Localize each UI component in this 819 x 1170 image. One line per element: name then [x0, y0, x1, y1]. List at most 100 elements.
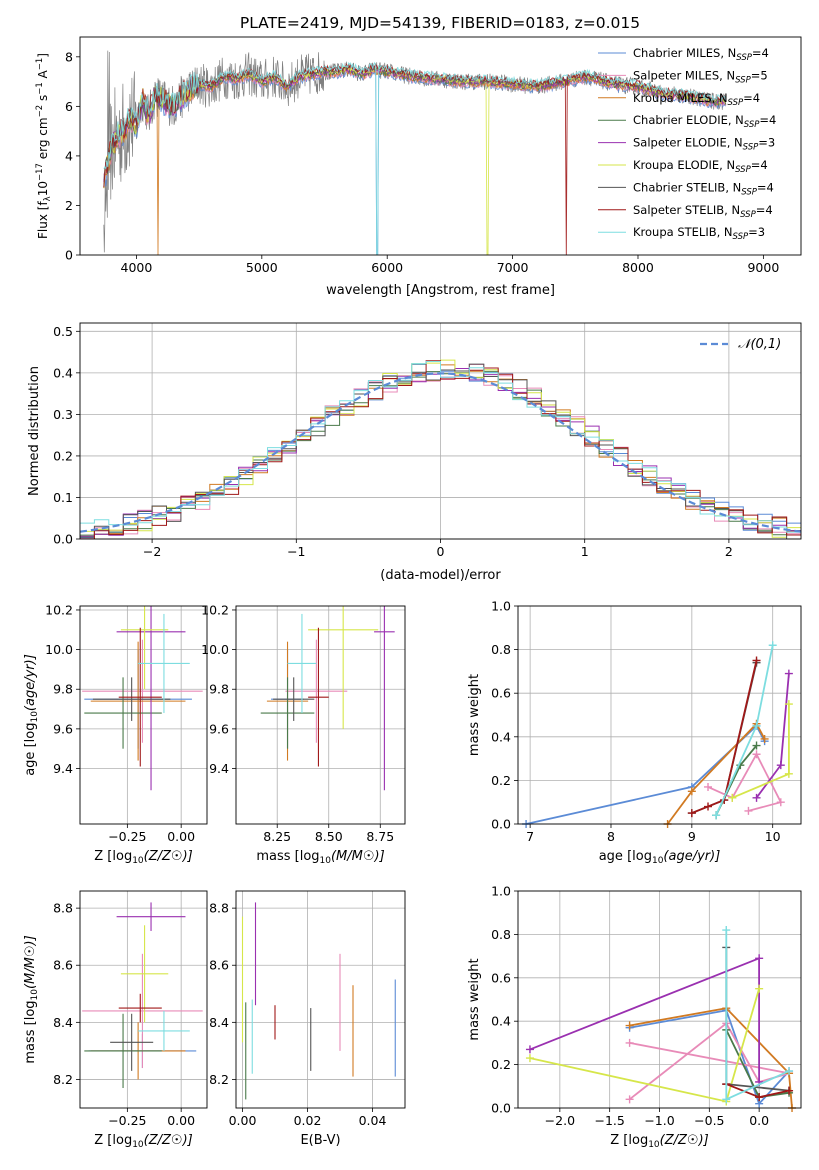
x-tick-label: 0.00 [167, 1113, 195, 1128]
y-tick-label: 10.2 [45, 602, 73, 617]
legend-label-chab_elodie: Chabrier ELODIE, NSSP=4 [633, 113, 776, 130]
x-axis-label: Z [log10(Z/Z☉)] [94, 1133, 192, 1150]
age_vs_mass-errorbars [260, 606, 395, 791]
weight-marker-salp_miles [744, 806, 753, 815]
weight-marker-krou_elodie [784, 700, 793, 709]
x-tick-label: 5000 [246, 260, 278, 275]
x-tick-label: 1 [581, 544, 589, 559]
y-tick-label: 0.4 [491, 729, 511, 744]
legend-label-salp_elodie: Salpeter ELODIE, NSSP=3 [633, 136, 775, 153]
y-axis-label: Flux [fλ10−17 erg cm−2 s−1 A−1] [35, 53, 53, 239]
weight-marker-krou_miles [625, 1021, 634, 1030]
x-tick-label: 8.25 [263, 829, 291, 844]
model-line-salp_stelib [103, 62, 727, 255]
y-tick-label: 8 [65, 49, 73, 64]
y-tick-label: 8.6 [53, 958, 73, 973]
weight-marker-krou_stelib [712, 811, 721, 820]
y-tick-label: 0.0 [53, 532, 73, 547]
y-tick-label: 0.5 [53, 324, 73, 339]
x-tick-label: 10 [765, 829, 781, 844]
weight-marker-salp_stelib [704, 802, 713, 811]
weight-marker-krou_stelib [785, 1067, 794, 1076]
x-tick-label: −2 [143, 544, 161, 559]
weight_vs_Z-panel: −2.0 −1.5 −1.0 −0.5 0.0 0.0 0.2 0.4 0.6 0.8 1.0 Z [… [467, 884, 802, 1150]
age_vs_Z-errorbars [82, 606, 203, 791]
x-tick-label: −1 [287, 544, 305, 559]
y-tick-label: 1.0 [491, 884, 511, 899]
weight-marker-salp_stelib [752, 656, 761, 665]
weight-marker-salp_miles [625, 1095, 634, 1104]
weight-marker-chab_elodie [752, 741, 761, 750]
weight-marker-krou_elodie [728, 793, 737, 802]
y-tick-label: 0.4 [491, 1014, 511, 1029]
weight-marker-salp_stelib [785, 1086, 794, 1095]
weight-marker-krou_elodie [755, 984, 764, 993]
weight-marker-salp_elodie [755, 954, 764, 963]
residuals-panel: −2 −1 0 1 2 0.0 0.1 0.2 0.3 0.4 0.5 (data-model)/er… [27, 322, 802, 583]
y-tick-label: 8.8 [209, 901, 229, 916]
age_vs_mass-panel: 8.25 8.50 8.75 9.4 9.6 9.8 10.0 10.2 mass [log10… [201, 602, 406, 866]
weight-line-salp_stelib [691, 660, 758, 814]
axes-frame [235, 605, 406, 825]
axes-frame [517, 605, 802, 825]
x-axis-label: Z [log10(Z/Z☉)] [610, 1133, 708, 1150]
mass_vs_ebv-panel: 0.00 0.02 0.04 8.2 8.4 8.6 8.8 E(B-V) [209, 890, 406, 1148]
weight-marker-salp_elodie [776, 761, 785, 770]
weight-marker-salp_elodie [784, 669, 793, 678]
weight-marker-krou_elodie [784, 769, 793, 778]
x-axis-label: Z [log10(Z/Z☉)] [94, 849, 192, 866]
weight-marker-salp_stelib [687, 809, 696, 818]
legend-label-chab_miles: Chabrier MILES, NSSP=4 [633, 46, 769, 63]
y-tick-label: 9.8 [53, 682, 73, 697]
x-tick-label: 0.0 [749, 1113, 769, 1128]
histogram-salp_stelib [80, 360, 801, 539]
axes-frame [79, 605, 208, 825]
y-tick-label: 0.2 [53, 448, 73, 463]
y-tick-label: 6 [65, 99, 73, 114]
weight-line-krou_miles [666, 722, 766, 825]
weight-marker-krou_stelib [768, 641, 777, 650]
normal-reference-curve [80, 372, 801, 533]
weight-marker-salp_miles [704, 782, 713, 791]
weight-marker-krou_stelib [752, 721, 761, 730]
residual-histograms [80, 359, 801, 539]
weight-line-krou_stelib [725, 930, 790, 1101]
legend-label-chab_stelib: Chabrier STELIB, NSSP=4 [633, 180, 774, 197]
weight-line-chab_stelib [691, 662, 758, 814]
x-tick-label: −0.25 [108, 829, 146, 844]
y-tick-label: 0.2 [491, 1057, 511, 1072]
y-tick-label: 0.3 [53, 407, 73, 422]
weight_vs_Z-lines [525, 926, 797, 1112]
x-tick-label: −2.0 [545, 1113, 575, 1128]
x-tick-label: 0 [437, 544, 445, 559]
y-axis-label: mass [log10(M/M☉)] [23, 935, 40, 1063]
weight-marker-krou_stelib [722, 926, 731, 935]
x-tick-label: −1.5 [594, 1113, 624, 1128]
y-tick-label: 2 [65, 198, 73, 213]
x-tick-label: 8 [607, 829, 615, 844]
y-tick-label: 0.1 [53, 490, 73, 505]
x-tick-label: 0.00 [167, 829, 195, 844]
axes-frame [79, 322, 802, 540]
axes-frame [79, 36, 802, 256]
y-tick-label: 9.4 [53, 761, 73, 776]
weight-marker-krou_stelib [722, 1095, 731, 1104]
y-tick-label: 8.2 [53, 1072, 73, 1087]
x-tick-label: 7 [526, 829, 534, 844]
legend-label-salp_stelib: Salpeter STELIB, NSSP=4 [633, 203, 773, 220]
weight-marker-salp_stelib [755, 1093, 764, 1102]
x-tick-label: 8.75 [366, 829, 394, 844]
weight-marker-krou_elodie [525, 1054, 534, 1063]
x-axis-label: wavelength [Angstrom, rest frame] [326, 283, 555, 298]
weight-line-krou_stelib [715, 645, 774, 816]
x-tick-label: 0.02 [294, 1113, 322, 1128]
y-tick-label: 9.4 [209, 761, 229, 776]
weight-marker-salp_miles [625, 1038, 634, 1047]
y-axis-label: age [log10(age/yr)] [23, 654, 40, 776]
y-tick-label: 0 [65, 248, 73, 263]
spectrum-lines [103, 50, 727, 255]
x-axis-label: E(B-V) [300, 1133, 340, 1148]
x-tick-label: 9000 [747, 260, 779, 275]
x-axis-label: (data-model)/error [380, 568, 501, 583]
